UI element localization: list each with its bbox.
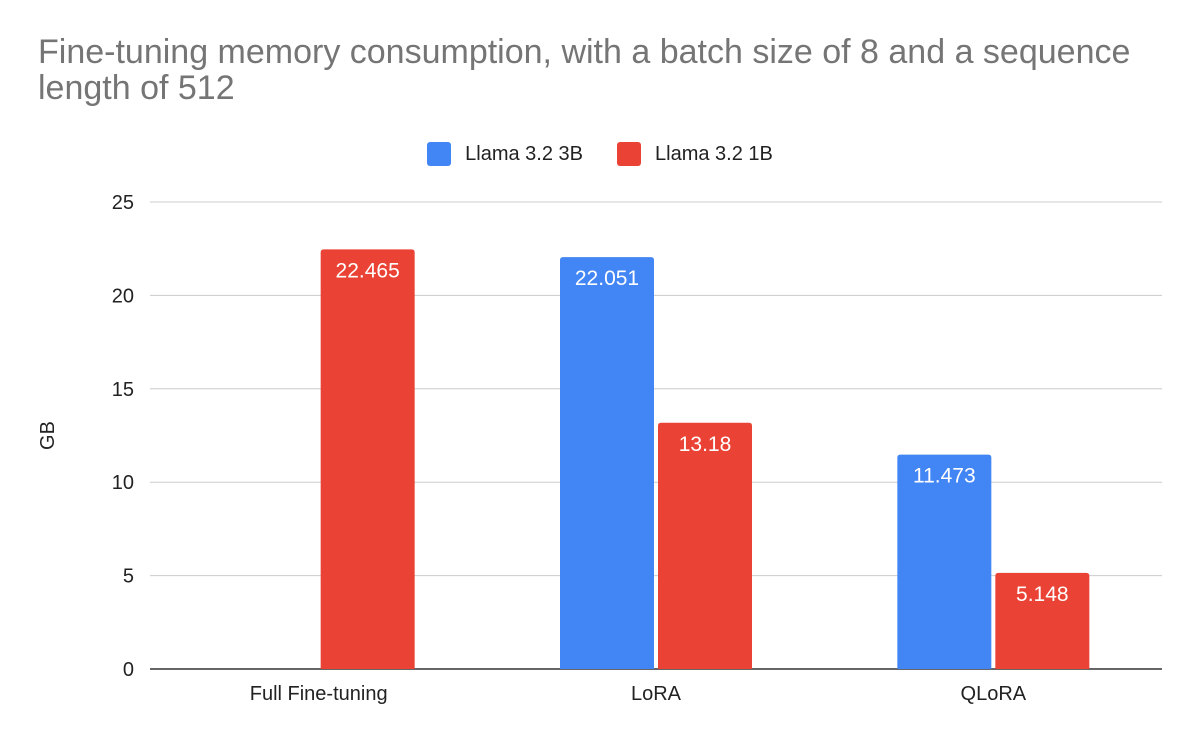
data-label-llama-3b: 11.473: [913, 465, 976, 488]
y-tick-label: 20: [112, 285, 134, 307]
legend-label-llama-3b: Llama 3.2 3B: [465, 142, 583, 165]
legend-item-llama-1b: Llama 3.2 1B: [617, 142, 773, 166]
bar-llama-1b: [320, 249, 415, 669]
bar-llama-1b: [995, 572, 1090, 669]
legend-swatch-llama-3b: [427, 142, 452, 166]
x-tick-label: Full Fine-tuning: [250, 683, 388, 705]
bar-llama-1b: [658, 422, 752, 669]
legend-item-llama-3b: Llama 3.2 3B: [427, 142, 583, 166]
x-tick-label: LoRA: [631, 683, 682, 705]
bar-llama-3b: [897, 454, 992, 669]
legend-label-llama-1b: Llama 3.2 1B: [655, 142, 773, 165]
y-tick-label: 25: [112, 192, 134, 214]
y-tick-label: 15: [112, 379, 134, 401]
data-label-llama-1b: 13.18: [679, 433, 732, 456]
legend: Llama 3.2 3B Llama 3.2 1B: [0, 142, 1200, 166]
chart-title: Fine-tuning memory consumption, with a b…: [38, 33, 1131, 107]
y-tick-label: 10: [112, 472, 134, 494]
y-tick-label: 5: [123, 566, 134, 588]
y-tick-label: 0: [123, 659, 134, 681]
data-label-llama-1b: 22.465: [336, 259, 400, 282]
data-label-llama-1b: 5.148: [1016, 583, 1069, 606]
legend-swatch-llama-1b: [617, 142, 641, 166]
data-label-llama-3b: 22.051: [575, 267, 639, 290]
y-axis-title: GB: [37, 421, 59, 450]
x-tick-label: QLoRA: [961, 683, 1027, 705]
bar-llama-3b: [560, 257, 654, 669]
